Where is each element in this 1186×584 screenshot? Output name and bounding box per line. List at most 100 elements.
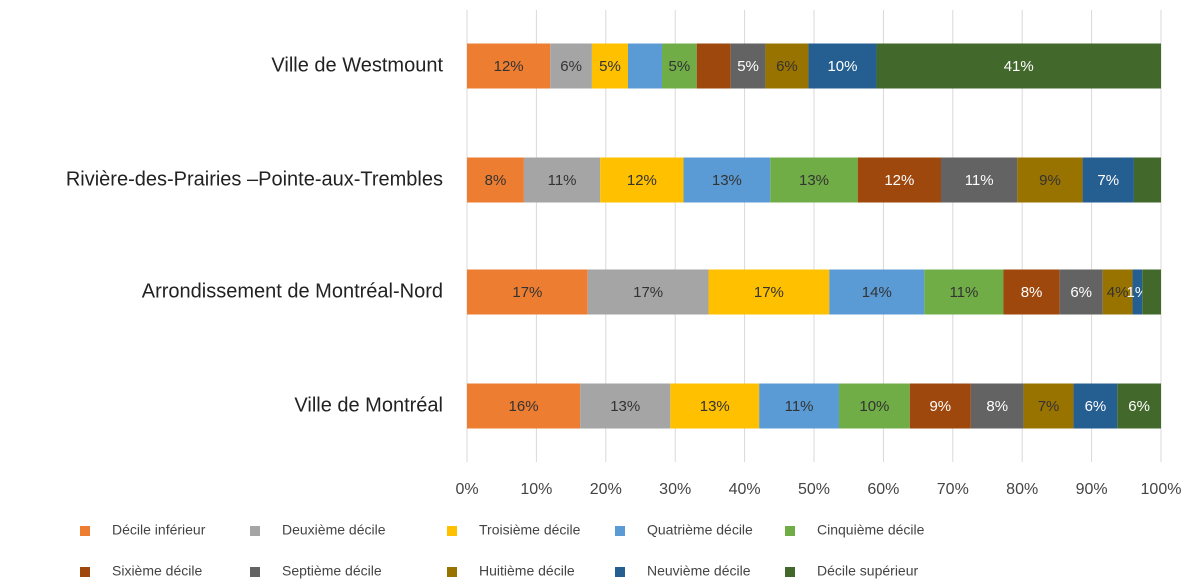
x-tick-label: 50% [798, 481, 830, 498]
bar-segment [591, 43, 629, 89]
legend-swatch [447, 526, 457, 536]
bar-segment [467, 269, 588, 315]
data-label: 17% [633, 284, 663, 301]
bar-segment [1117, 383, 1161, 429]
data-label: 41% [1004, 58, 1034, 75]
legend-swatch [250, 567, 260, 577]
bar-segment [857, 157, 942, 203]
bar-segment [587, 269, 709, 315]
bar-segment [1073, 383, 1118, 429]
bar-segment [467, 157, 524, 203]
x-tick-label: 60% [867, 481, 899, 498]
bar-segment [628, 43, 663, 89]
bar-segment [708, 269, 830, 315]
data-label: 11% [548, 172, 577, 189]
x-tick-label: 70% [937, 481, 969, 498]
bar-segment [670, 383, 760, 429]
legend-label: Décile inférieur [112, 522, 206, 538]
bar-segment [808, 43, 877, 89]
legend-swatch [80, 567, 90, 577]
data-label: 13% [799, 172, 829, 189]
bar-segment [1102, 269, 1133, 315]
category-label: Arrondissement de Montréal-Nord [142, 280, 443, 302]
legend-swatch [80, 526, 90, 536]
data-label: 9% [1039, 172, 1061, 189]
bar-segment [765, 43, 809, 89]
bar-segment [467, 43, 551, 89]
bar-segment [759, 383, 839, 429]
bar-segment [770, 157, 858, 203]
data-label: 9% [929, 398, 951, 415]
legend-label: Troisième décile [479, 522, 581, 538]
legend-label: Septième décile [282, 563, 382, 579]
bar-segment [1003, 269, 1060, 315]
data-label: 17% [512, 284, 542, 301]
legend-label: Huitième décile [479, 563, 575, 579]
data-label: 13% [712, 172, 742, 189]
bar-segment [829, 269, 925, 315]
data-label: 10% [859, 398, 889, 415]
x-tick-label: 40% [729, 481, 761, 498]
bar-segment [580, 383, 671, 429]
bar-segment [1082, 157, 1134, 203]
legend-swatch [615, 526, 625, 536]
data-label: 7% [1097, 172, 1119, 189]
data-label: 4% [1107, 284, 1129, 301]
data-label: 10% [827, 58, 857, 75]
bar-segment [696, 43, 731, 89]
data-label: 11% [965, 172, 994, 189]
bar-segment [970, 383, 1024, 429]
data-label: 6% [1128, 398, 1150, 415]
category-label: Rivière-des-Prairies –Pointe-aux-Tremble… [66, 168, 443, 190]
data-label: 12% [884, 172, 914, 189]
data-label: 5% [737, 58, 759, 75]
x-tick-label: 30% [659, 481, 691, 498]
legend-swatch [785, 526, 795, 536]
data-label: 13% [610, 398, 640, 415]
legend-swatch [250, 526, 260, 536]
category-label: Ville de Westmount [271, 54, 443, 76]
bar-segment [924, 269, 1004, 315]
data-label: 12% [627, 172, 657, 189]
data-label: 6% [1070, 284, 1092, 301]
data-label: 13% [700, 398, 730, 415]
bar-segment [662, 43, 697, 89]
bar-segment [1133, 157, 1161, 203]
data-label: 17% [754, 284, 784, 301]
data-label: 5% [599, 58, 621, 75]
data-label: 8% [1021, 284, 1043, 301]
bar-segment [909, 383, 971, 429]
legend-swatch [785, 567, 795, 577]
data-label: 5% [669, 58, 691, 75]
x-tick-label: 20% [590, 481, 622, 498]
data-label: 7% [1038, 398, 1060, 415]
bar-segment [467, 383, 581, 429]
legend-label: Deuxième décile [282, 522, 386, 538]
data-label: 6% [776, 58, 798, 75]
bar-segment [1017, 157, 1083, 203]
bar-segment [730, 43, 766, 89]
data-label: 6% [560, 58, 582, 75]
bar-segment [941, 157, 1018, 203]
x-tick-label: 10% [520, 481, 552, 498]
data-label: 12% [494, 58, 524, 75]
bar-segment [1142, 269, 1161, 315]
x-tick-label: 80% [1006, 481, 1038, 498]
data-label: 14% [862, 284, 892, 301]
bar-segment [1059, 269, 1103, 315]
data-label: 11% [949, 284, 978, 301]
data-label: 8% [485, 172, 507, 189]
data-label: 8% [986, 398, 1008, 415]
data-label: 11% [785, 398, 814, 415]
bar-segment [1023, 383, 1074, 429]
bar-segment [600, 157, 684, 203]
bar-segment [1132, 269, 1143, 315]
data-label: 6% [1085, 398, 1107, 415]
data-label: 16% [509, 398, 539, 415]
bar-segment [838, 383, 910, 429]
legend-swatch [447, 567, 457, 577]
legend-label: Sixième décile [112, 563, 202, 579]
legend-swatch [615, 567, 625, 577]
legend-label: Cinquième décile [817, 522, 925, 538]
